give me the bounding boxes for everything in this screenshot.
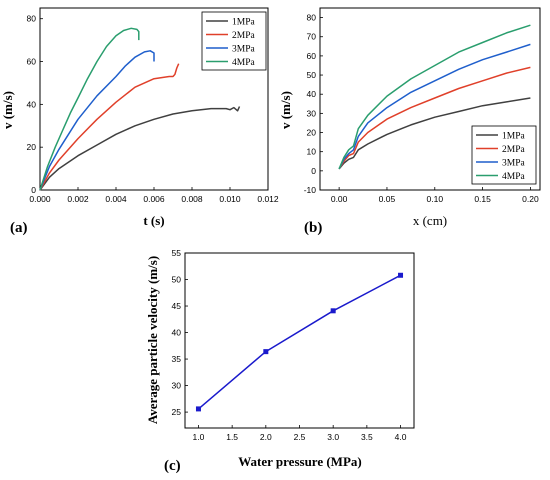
series-line-1 [39, 63, 180, 191]
y-tick-label: 0 [311, 166, 316, 176]
x-tick-label: 3.0 [327, 432, 339, 442]
y-tick-label: 70 [307, 32, 317, 42]
y-tick-label: 10 [307, 147, 317, 157]
x-tick-label: 2.0 [260, 432, 272, 442]
x-axis-label: Water pressure (MPa) [238, 454, 361, 469]
y-tick-label: 20 [307, 128, 317, 138]
x-tick-label: 1.5 [226, 432, 238, 442]
y-tick-label: 60 [307, 51, 317, 61]
y-axis-label: v (m/s) [0, 91, 15, 129]
series-line-2 [39, 50, 155, 191]
x-tick-label: 0.00 [331, 194, 348, 204]
x-axis-label: x (cm) [413, 213, 447, 228]
y-tick-label: 50 [307, 70, 317, 80]
y-tick-label: 50 [172, 275, 182, 285]
series-line-2 [338, 43, 531, 170]
plot-frame [184, 252, 415, 429]
x-tick-label: 0.012 [257, 194, 279, 204]
x-tick-label: 0.008 [181, 194, 203, 204]
y-tick-label: -10 [304, 185, 317, 195]
x-tick-label: 0.006 [143, 194, 165, 204]
series-line-3 [39, 27, 140, 191]
legend-entry: 3MPa [232, 45, 255, 55]
y-tick-label: 30 [172, 381, 182, 391]
y-tick-label: 60 [27, 57, 37, 67]
chart-a: 0.000 0.002 0.004 0.006 0.008 0.010 0.012 0 20 40… [0, 7, 279, 236]
y-tick-label: 30 [307, 108, 317, 118]
y-tick-label: 35 [172, 354, 182, 364]
x-tick-label: 0.05 [379, 194, 396, 204]
x-tick-label: 3.5 [361, 432, 373, 442]
y-tick-label: 45 [172, 301, 182, 311]
x-tick-label: 0.002 [67, 194, 89, 204]
x-tick-label: 0.010 [219, 194, 241, 204]
x-tick-label: 0.20 [522, 194, 539, 204]
plot-frame [319, 7, 541, 191]
legend-entry: 4MPa [502, 172, 525, 182]
panel-label: (c) [164, 458, 181, 474]
legend-entry: 2MPa [502, 145, 525, 155]
series-line-0 [338, 97, 531, 170]
x-axis-label: t (s) [143, 213, 164, 228]
y-tick-label: 80 [27, 14, 37, 24]
legend: 1MPa 2MPa 3MPa 4MPa [471, 125, 537, 185]
x-tick-label: 2.5 [294, 432, 306, 442]
data-point [195, 406, 201, 412]
chart-b: 0.00 0.05 0.10 0.15 0.20 -10 0 10 20 30 40 50 60 70 80… [278, 7, 541, 236]
y-tick-label: 40 [307, 89, 317, 99]
y-tick-label: 80 [307, 13, 317, 23]
x-tick-label: 0.15 [474, 194, 491, 204]
data-point [398, 272, 404, 278]
y-tick-label: 40 [172, 328, 182, 338]
y-axis-label: Average particle velocity (m/s) [145, 256, 160, 424]
legend-entry: 1MPa [502, 132, 525, 142]
x-tick-label: 0.10 [427, 194, 444, 204]
y-axis-label: v (m/s) [278, 91, 293, 129]
legend-entry: 4MPa [232, 58, 255, 68]
x-tick-label: 0.000 [29, 194, 51, 204]
series-line-0 [39, 106, 241, 191]
panel-label: (a) [10, 220, 28, 236]
legend: 1MPa 2MPa 3MPa 4MPa [201, 11, 267, 71]
y-tick-label: 40 [27, 99, 37, 109]
series-line-0 [198, 274, 401, 410]
data-point [330, 308, 336, 314]
data-point [263, 349, 269, 355]
y-tick-label: 20 [27, 142, 37, 152]
legend-entry: 2MPa [232, 31, 255, 41]
x-tick-label: 1.0 [193, 432, 205, 442]
y-tick-label: 25 [172, 407, 182, 417]
panel-label: (b) [304, 220, 322, 236]
chart-c: 1.0 1.5 2.0 2.5 3.0 3.5 4.0 25 30 35 40 45 50 55 Water… [145, 248, 415, 474]
y-tick-label: 55 [172, 248, 182, 258]
series-line-1 [338, 66, 531, 170]
legend-entry: 3MPa [502, 159, 525, 169]
y-tick-label: 0 [31, 185, 36, 195]
series-line-3 [338, 24, 531, 170]
x-tick-label: 4.0 [395, 432, 407, 442]
x-tick-label: 0.004 [105, 194, 127, 204]
legend-entry: 1MPa [232, 18, 255, 28]
